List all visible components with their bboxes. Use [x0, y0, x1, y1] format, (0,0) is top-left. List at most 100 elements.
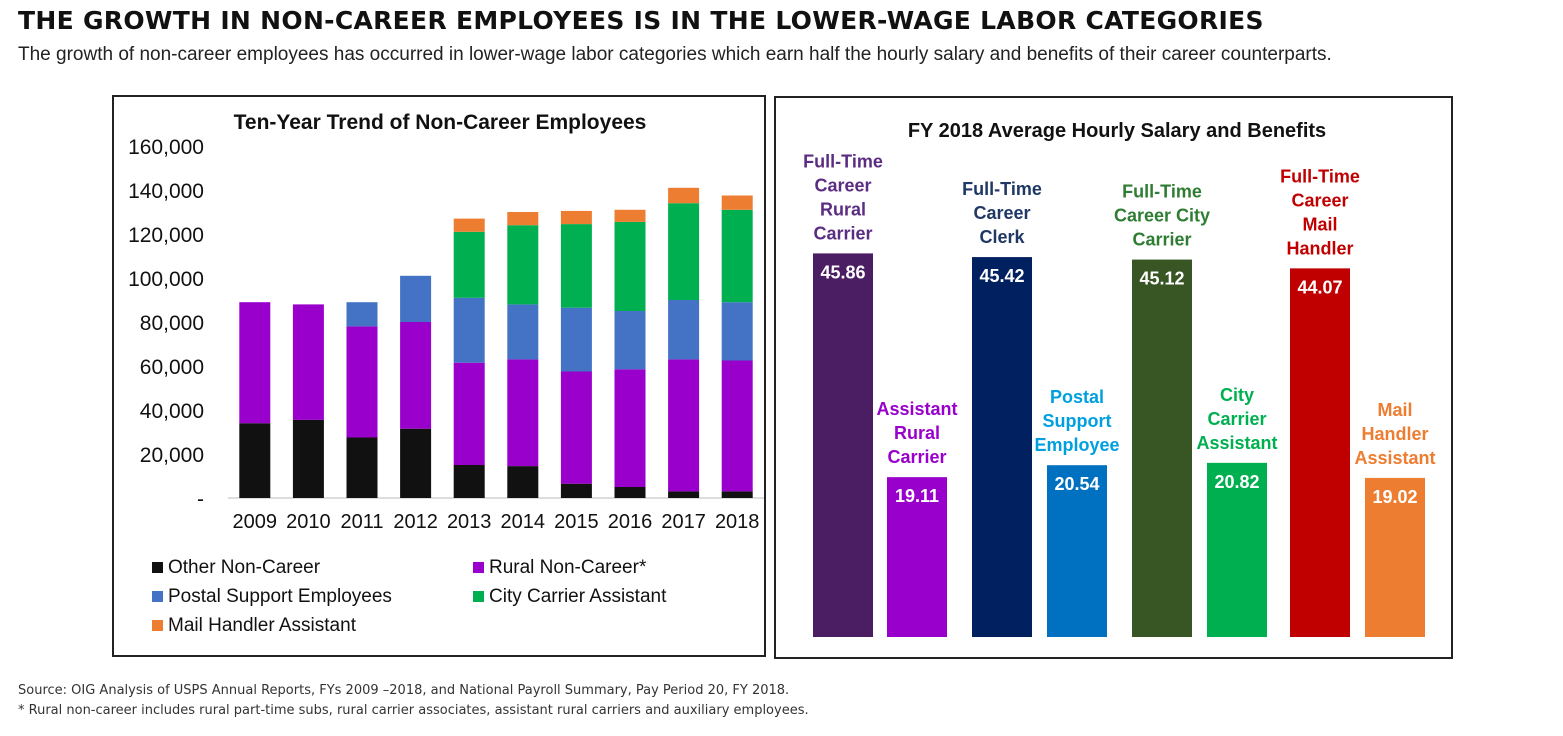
legend-swatch-other-non-career: [152, 562, 163, 573]
bar-rural-non-career-2018: [721, 360, 753, 492]
legend-swatch-city-carrier-assistant: [473, 591, 484, 602]
left-chart-title: Ten-Year Trend of Non-Career Employees: [234, 111, 647, 134]
bar-rural-non-career-2015: [560, 371, 592, 484]
y-tick-label: 40,000: [140, 400, 204, 423]
category-label-assistant-rural-carrier: Assistant: [876, 399, 957, 419]
bar-postal-support-employees-2017: [668, 300, 700, 360]
stacked-bar-chart-panel: Ten-Year Trend of Non-Career Employees - 2…: [112, 95, 766, 657]
bar-city-carrier-assistant-2014: [507, 225, 539, 305]
page-headline: THE GROWTH IN NON-CAREER EMPLOYEES IS IN…: [18, 6, 1264, 35]
legend-swatch-rural-non-career: [473, 562, 484, 573]
bar-mail-handler-assistant-2016: [614, 209, 646, 222]
bar-full-time-career-clerk: [972, 257, 1032, 637]
value-label-mail-handler-assistant: 19.02: [1372, 487, 1417, 507]
category-label-full-time-career-rural-carrier: Full-Time: [803, 151, 883, 171]
category-label-city-carrier-assistant: Carrier: [1207, 409, 1266, 429]
value-label-assistant-rural-carrier: 19.11: [895, 486, 939, 506]
value-label-postal-support-employee: 20.54: [1054, 474, 1099, 494]
bar-city-carrier-assistant-2018: [721, 209, 753, 303]
category-label-full-time-career-mail-handler: Mail: [1302, 214, 1337, 234]
category-label-assistant-rural-carrier: Rural: [894, 423, 940, 443]
legend-swatch-postal-support-employees: [152, 591, 163, 602]
bar-mail-handler-assistant-2018: [721, 195, 753, 210]
legend-label-postal-support-employees: Postal Support Employees: [168, 586, 392, 607]
category-label-full-time-career-clerk: Clerk: [979, 227, 1025, 247]
value-label-full-time-career-rural-carrier: 45.86: [820, 262, 865, 282]
legend-label-rural-non-career: Rural Non-Career*: [489, 557, 647, 578]
bar-other-non-career-2010: [292, 419, 324, 498]
bar-full-time-career-city-carrier: [1132, 259, 1192, 637]
legend-label-mail-handler-assistant: Mail Handler Assistant: [168, 615, 357, 636]
bar-other-non-career-2014: [507, 466, 539, 498]
bar-full-time-career-rural-carrier: [813, 253, 873, 637]
y-tick-label: 60,000: [140, 356, 204, 379]
bar-other-non-career-2016: [614, 487, 646, 498]
x-tick-label: 2017: [661, 511, 706, 533]
category-label-mail-handler-assistant: Handler: [1361, 424, 1428, 444]
category-label-city-carrier-assistant: City: [1220, 385, 1254, 405]
value-label-full-time-career-mail-handler: 44.07: [1297, 277, 1342, 297]
hourly-salary-chart-panel: FY 2018 Average Hourly Salary and Benefi…: [774, 96, 1453, 659]
bar-full-time-career-mail-handler: [1290, 268, 1350, 637]
bar-other-non-career-2017: [668, 491, 700, 498]
x-tick-label: 2018: [715, 511, 760, 533]
x-tick-label: 2014: [501, 511, 546, 533]
bar-mail-handler-assistant-2014: [507, 212, 539, 226]
y-tick-label: 160,000: [128, 136, 204, 159]
x-tick-label: 2012: [393, 511, 438, 533]
legend-label-city-carrier-assistant: City Carrier Assistant: [489, 586, 667, 607]
bar-mail-handler-assistant-2013: [453, 218, 485, 232]
bar-postal-support-employees-2013: [453, 297, 485, 363]
category-label-full-time-career-rural-carrier: Carrier: [813, 223, 872, 243]
bar-mail-handler-assistant-2017: [668, 187, 700, 204]
bar-city-carrier-assistant-2015: [560, 224, 592, 308]
bar-city-carrier-assistant: [1207, 462, 1267, 637]
bar-city-carrier-assistant-2013: [453, 231, 485, 298]
bar-rural-non-career-2013: [453, 362, 485, 465]
bar-rural-non-career-2014: [507, 359, 539, 467]
category-label-full-time-career-city-carrier: Full-Time: [1122, 182, 1202, 202]
bar-rural-non-career-2012: [400, 322, 432, 429]
right-chart-title: FY 2018 Average Hourly Salary and Benefi…: [908, 120, 1326, 142]
bar-rural-non-career-2011: [346, 326, 378, 438]
bar-other-non-career-2015: [560, 483, 592, 498]
bar-rural-non-career-2010: [292, 304, 324, 420]
legend-label-other-non-career: Other Non-Career: [168, 557, 321, 578]
y-tick-label: 100,000: [128, 268, 204, 291]
category-label-postal-support-employee: Employee: [1034, 435, 1119, 455]
category-label-postal-support-employee: Postal: [1050, 387, 1104, 407]
bar-postal-support-employees-2018: [721, 302, 753, 361]
hourly-salary-chart: FY 2018 Average Hourly Salary and Benefi…: [803, 120, 1436, 637]
bar-city-carrier-assistant-2016: [614, 221, 646, 311]
footnote-rural: * Rural non-career includes rural part-t…: [18, 703, 809, 718]
bar-postal-support-employees-2014: [507, 304, 539, 360]
category-label-full-time-career-mail-handler: Full-Time: [1280, 166, 1360, 186]
bar-mail-handler-assistant-2015: [560, 210, 592, 225]
y-tick-label: 120,000: [128, 224, 204, 247]
x-tick-label: 2009: [233, 511, 277, 533]
bar-postal-support-employees-2015: [560, 307, 592, 372]
bar-other-non-career-2012: [400, 428, 432, 498]
bar-other-non-career-2018: [721, 491, 753, 498]
category-label-mail-handler-assistant: Mail: [1377, 400, 1412, 420]
x-tick-label: 2013: [447, 511, 492, 533]
category-label-postal-support-employee: Support: [1043, 411, 1112, 431]
non-career-trend-chart: Ten-Year Trend of Non-Career Employees - 2…: [128, 111, 764, 636]
x-tick-label: 2016: [608, 511, 653, 533]
y-tick-label: 140,000: [128, 180, 204, 203]
category-label-full-time-career-city-carrier: Carrier: [1132, 230, 1191, 250]
category-label-full-time-career-clerk: Full-Time: [962, 179, 1042, 199]
value-label-full-time-career-city-carrier: 45.12: [1139, 269, 1184, 289]
category-label-full-time-career-mail-handler: Handler: [1286, 238, 1353, 258]
bar-other-non-career-2013: [453, 465, 485, 498]
category-label-full-time-career-rural-carrier: Rural: [820, 199, 866, 219]
bar-postal-support-employees-2016: [614, 311, 646, 370]
category-label-full-time-career-clerk: Career: [973, 203, 1030, 223]
category-label-assistant-rural-carrier: Carrier: [887, 447, 946, 467]
y-tick-label: -: [197, 488, 204, 511]
bar-city-carrier-assistant-2017: [668, 203, 700, 300]
x-tick-label: 2015: [554, 511, 599, 533]
value-label-city-carrier-assistant: 20.82: [1214, 472, 1259, 492]
category-label-full-time-career-rural-carrier: Career: [814, 175, 871, 195]
page-subheadline: The growth of non-career employees has o…: [18, 44, 1332, 65]
